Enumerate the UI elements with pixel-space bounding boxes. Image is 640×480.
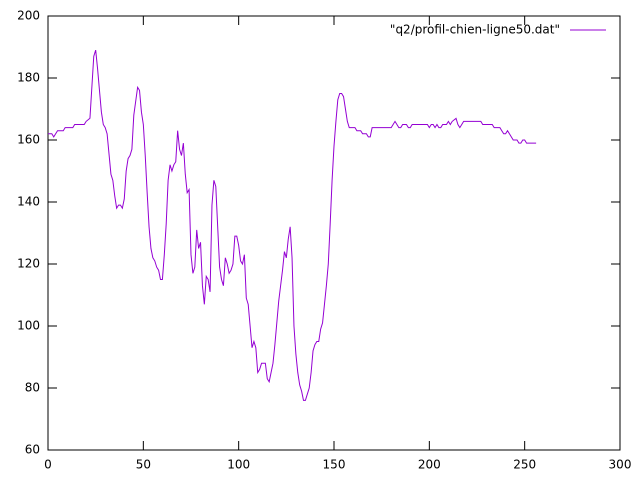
y-tick-label: 160 (17, 133, 40, 147)
x-tick-label: 200 (418, 458, 441, 472)
y-tick-label: 180 (17, 71, 40, 85)
y-tick-label: 200 (17, 9, 40, 23)
y-tick-label: 120 (17, 257, 40, 271)
y-tick-label: 80 (25, 381, 40, 395)
x-tick-label: 100 (227, 458, 250, 472)
plot-border (47, 15, 621, 451)
legend-label: "q2/profil-chien-ligne50.dat" (390, 23, 560, 37)
y-tick-label: 100 (17, 319, 40, 333)
series-line (48, 49, 537, 401)
x-tick-label: 0 (44, 458, 52, 472)
x-tick-label: 300 (609, 458, 632, 472)
x-tick-label: 250 (513, 458, 536, 472)
x-tick-label: 150 (323, 458, 346, 472)
y-tick-label: 60 (25, 443, 40, 457)
x-tick-label: 50 (136, 458, 151, 472)
y-tick-label: 140 (17, 195, 40, 209)
